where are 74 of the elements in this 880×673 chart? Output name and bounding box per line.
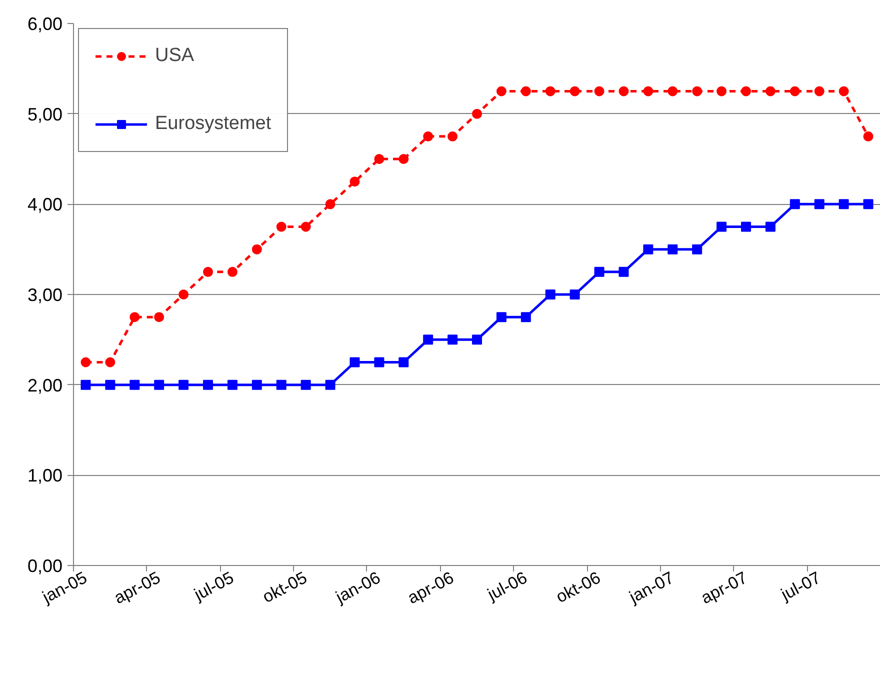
point: [350, 176, 360, 187]
point: [154, 312, 164, 322]
point: [276, 380, 286, 390]
point: [203, 266, 213, 277]
point: [520, 312, 531, 322]
point: [398, 357, 409, 368]
point: [252, 244, 262, 254]
point: [374, 154, 384, 164]
point: [520, 86, 531, 96]
point: [545, 290, 556, 300]
point: [863, 131, 874, 142]
legend-label: Eurosystemet: [155, 113, 272, 135]
point: [643, 244, 654, 254]
point: [105, 380, 116, 390]
point: [325, 199, 336, 210]
point: [594, 86, 604, 96]
point: [496, 312, 506, 322]
point: [154, 380, 164, 390]
point: [472, 334, 482, 345]
point: [570, 86, 580, 96]
point: [570, 290, 580, 300]
point: [496, 86, 506, 96]
point: [618, 266, 629, 277]
point: [716, 86, 727, 96]
point: [618, 86, 629, 96]
point: [448, 131, 458, 142]
point: [300, 222, 311, 232]
point: [130, 380, 140, 390]
point: [374, 357, 384, 368]
point: [741, 222, 751, 232]
point: [300, 380, 311, 390]
point: [423, 334, 434, 345]
point: [105, 357, 116, 368]
point: [227, 266, 238, 277]
point: [838, 86, 849, 96]
point: [178, 380, 189, 390]
point: [178, 290, 189, 300]
point: [276, 222, 286, 232]
y-tick-label: 4,00: [27, 194, 63, 215]
point: [692, 244, 702, 254]
legend-label: USA: [155, 45, 194, 67]
point: [227, 380, 238, 390]
point: [741, 86, 751, 96]
point: [814, 86, 824, 96]
point: [643, 86, 654, 96]
point: [814, 199, 824, 210]
point: [350, 357, 360, 368]
point: [472, 108, 482, 119]
y-tick-label: 5,00: [27, 104, 63, 124]
point: [448, 334, 458, 345]
point: [838, 199, 849, 210]
y-tick-label: 3,00: [27, 285, 63, 305]
point: [80, 380, 91, 390]
point: [398, 154, 409, 164]
point: [80, 357, 91, 368]
point: [203, 380, 213, 390]
point: [692, 86, 702, 96]
point: [790, 86, 800, 96]
point: [423, 131, 434, 142]
point: [252, 380, 262, 390]
point: [765, 86, 776, 96]
point: [325, 380, 336, 390]
point: [130, 312, 140, 322]
point: [716, 222, 727, 232]
point: [594, 266, 604, 277]
y-tick-label: 6,00: [27, 14, 63, 34]
point: [765, 222, 776, 232]
point: [790, 199, 800, 210]
y-tick-label: 2,00: [27, 375, 63, 396]
point: [863, 199, 874, 210]
y-tick-label: 1,00: [27, 466, 63, 486]
point: [668, 86, 678, 96]
point: [545, 86, 556, 96]
point: [668, 244, 678, 254]
